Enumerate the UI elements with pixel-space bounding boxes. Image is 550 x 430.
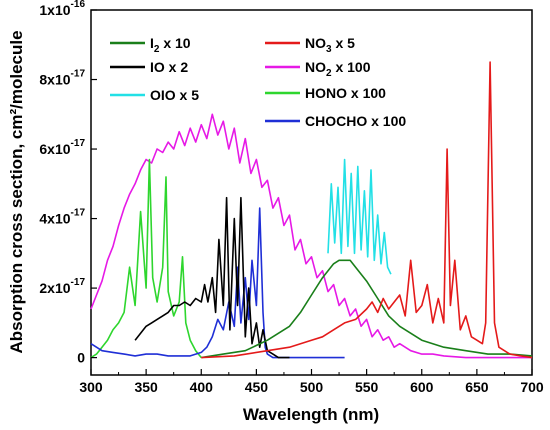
x-tick-label: 650 bbox=[465, 379, 489, 395]
series-chocho-x-100 bbox=[90, 207, 345, 359]
x-tick-label: 350 bbox=[134, 379, 158, 395]
x-tick-label: 700 bbox=[520, 379, 544, 395]
legend-label: NO3 x 5 bbox=[305, 35, 355, 55]
y-tick-label: 0 bbox=[77, 350, 85, 366]
legend-label: IO x 2 bbox=[150, 59, 188, 75]
ticks-layer: 300 350 400 450 500 550 600 650 700 0 2x10-17 4x10-… bbox=[39, 0, 544, 395]
series-hono-x-100 bbox=[90, 158, 202, 359]
series-oio-x-5 bbox=[327, 158, 392, 275]
series-i2-x-10 bbox=[201, 259, 533, 359]
legend-label: CHOCHO x 100 bbox=[305, 113, 406, 129]
legend-label: I2 x 10 bbox=[150, 35, 191, 55]
x-tick-label: 450 bbox=[245, 379, 269, 395]
series-layer bbox=[90, 61, 533, 359]
y-tick-label: 2x10-17 bbox=[39, 277, 85, 296]
y-tick-label: 6x10-17 bbox=[39, 138, 85, 157]
x-tick-label: 300 bbox=[79, 379, 103, 395]
x-axis-title: Wavelength (nm) bbox=[243, 405, 379, 424]
legend: I2 x 10 IO x 2 OIO x 5 NO3 x 5 NO2 x 100 HONO… bbox=[110, 35, 406, 129]
x-tick-label: 600 bbox=[410, 379, 434, 395]
y-tick-label: 4x10-17 bbox=[39, 208, 85, 227]
legend-label: NO2 x 100 bbox=[305, 59, 371, 79]
y-axis-title: Absorption cross section, cm²/molecule bbox=[7, 30, 26, 353]
series-no2-x-100 bbox=[90, 113, 532, 359]
x-tick-label: 400 bbox=[190, 379, 214, 395]
y-tick-label: 8x10-17 bbox=[39, 69, 85, 88]
y-tick-label: 1x10-16 bbox=[39, 0, 85, 18]
x-tick-label: 550 bbox=[355, 379, 379, 395]
series-no3-x-5 bbox=[201, 61, 533, 359]
legend-label: HONO x 100 bbox=[305, 85, 386, 101]
x-tick-label: 500 bbox=[300, 379, 324, 395]
series-io-x-2 bbox=[134, 196, 290, 359]
legend-label: OIO x 5 bbox=[150, 87, 199, 103]
